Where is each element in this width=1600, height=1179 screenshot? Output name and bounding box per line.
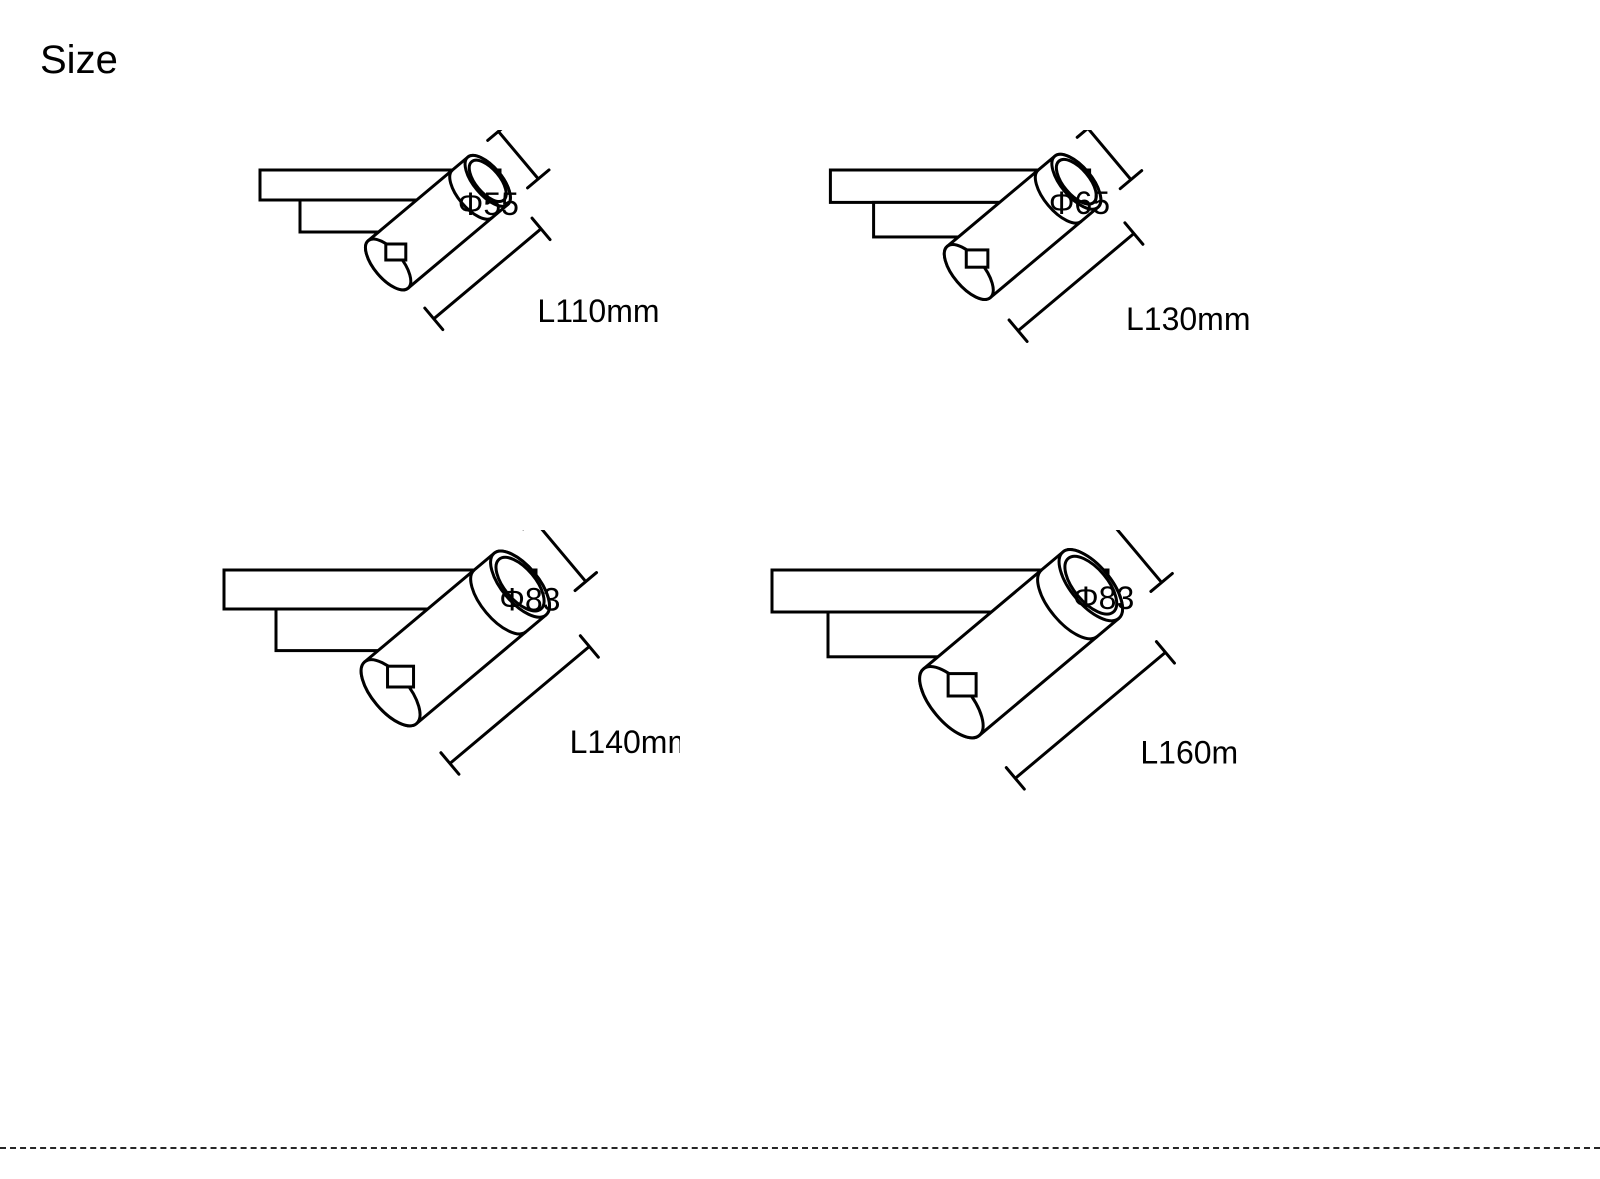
divider <box>0 1147 1600 1149</box>
spotlight-variant-3: Φ83 L160mm <box>680 530 1240 930</box>
diameter-label: Φ83 <box>1073 580 1134 616</box>
spotlight-variant-2: Φ83 L140mm <box>120 530 680 930</box>
variant-cell: Φ83 L140mm <box>120 530 680 930</box>
length-label: L110mm <box>537 293 659 329</box>
page-title: Size <box>40 38 118 83</box>
length-label: L160mm <box>1140 734 1240 770</box>
variant-cell: Φ65 L130mm <box>700 130 1260 490</box>
variant-cell: Φ55 L110mm <box>120 130 680 490</box>
length-label: L130mm <box>1126 301 1251 337</box>
spotlight-variant-0: Φ55 L110mm <box>120 130 680 490</box>
length-label: L140mm <box>570 724 680 760</box>
diameter-label: Φ65 <box>1049 185 1110 221</box>
variant-cell: Φ83 L160mm <box>680 530 1240 930</box>
diameter-label: Φ55 <box>458 186 519 222</box>
diameter-label: Φ83 <box>499 582 560 618</box>
spotlight-variant-1: Φ65 L130mm <box>700 130 1260 490</box>
page: Size Φ55 L110mm Φ65 L130mm Φ83 L140mm Φ83 L160m… <box>0 0 1600 1179</box>
